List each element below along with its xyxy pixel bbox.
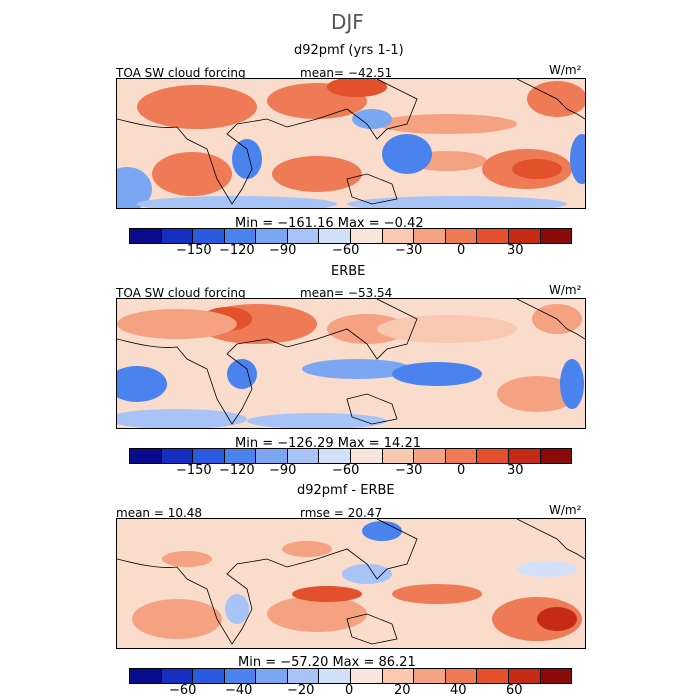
panel-1-map <box>116 78 586 209</box>
colorbar-bin <box>287 669 320 683</box>
colorbar-bin <box>256 229 288 243</box>
colorbar-bin <box>351 449 383 463</box>
panel-2-field-label: TOA SW cloud forcing <box>116 286 246 300</box>
panel-1-range: Min = −161.16 Max = −0.42 <box>235 216 424 231</box>
colorbar-bin <box>161 229 194 243</box>
panel-2-units: W/m² <box>549 283 582 297</box>
panel-3-tick: −40 <box>225 683 253 698</box>
panel-1-tick: −120 <box>219 243 255 258</box>
colorbar-bin <box>161 449 194 463</box>
panel-1-tick: −60 <box>332 243 360 258</box>
colorbar-bin <box>351 669 383 683</box>
colorbar-bin <box>477 229 509 243</box>
colorbar-bin <box>477 449 509 463</box>
colorbar-bin <box>414 229 446 243</box>
panel-2-mean: mean= −53.54 <box>300 286 393 300</box>
colorbar-bin <box>540 449 572 463</box>
colorbar-bin <box>319 229 352 243</box>
colorbar-bin <box>414 449 446 463</box>
panel-3-rmse: rmse = 20.47 <box>300 506 383 520</box>
panel-3-range: Min = −57.20 Max = 86.21 <box>238 655 416 670</box>
colorbar-bin <box>382 229 415 243</box>
panel-3-title: d92pmf - ERBE <box>297 483 395 498</box>
colorbar-bin <box>130 669 162 683</box>
panel-1-colorbar <box>129 228 572 244</box>
figure-title: DJF <box>331 10 364 34</box>
colorbar-bin <box>540 669 572 683</box>
colorbar-bin <box>445 229 478 243</box>
colorbar-bin <box>351 229 383 243</box>
panel-1-title: d92pmf (yrs 1-1) <box>294 43 404 58</box>
colorbar-bin <box>319 669 352 683</box>
colorbar-bin <box>193 449 225 463</box>
panel-3-tick: 40 <box>450 683 467 698</box>
panel-2-title: ERBE <box>331 264 366 279</box>
colorbar-bin <box>445 449 478 463</box>
colorbar-bin <box>287 449 320 463</box>
colorbar-bin <box>319 449 352 463</box>
colorbar-bin <box>414 669 446 683</box>
p1-region-eurasia <box>137 85 257 129</box>
panel-3-mean: mean = 10.48 <box>116 506 203 520</box>
colorbar-bin <box>508 669 541 683</box>
colorbar-bin <box>161 669 194 683</box>
panel-3-tick: −20 <box>287 683 315 698</box>
panel-2-tick: −90 <box>269 463 297 478</box>
panel-2-tick: −30 <box>395 463 423 478</box>
colorbar-bin <box>224 669 257 683</box>
panel-3-tick: 20 <box>394 683 411 698</box>
panel-3-units: W/m² <box>549 503 582 517</box>
colorbar-bin <box>256 669 288 683</box>
panel-3-tick: 60 <box>506 683 523 698</box>
panel-3-colorbar <box>129 668 572 684</box>
panel-2-colorbar <box>129 448 572 464</box>
colorbar-bin <box>540 229 572 243</box>
panel-1-tick: 30 <box>507 243 524 258</box>
panel-3-tick: 0 <box>345 683 354 698</box>
panel-2-tick: −150 <box>176 463 212 478</box>
colorbar-bin <box>193 669 225 683</box>
colorbar-bin <box>193 229 225 243</box>
colorbar-bin <box>382 449 415 463</box>
panel-2-tick: −60 <box>332 463 360 478</box>
colorbar-bin <box>508 229 541 243</box>
colorbar-bin <box>130 449 162 463</box>
colorbar-bin <box>224 449 257 463</box>
panel-2-map <box>116 298 586 429</box>
colorbar-bin <box>508 449 541 463</box>
panel-3-tick: −60 <box>169 683 197 698</box>
panel-1-tick: 0 <box>457 243 466 258</box>
panel-1-units: W/m² <box>549 63 582 77</box>
panel-2-tick: 30 <box>507 463 524 478</box>
colorbar-bin <box>477 669 509 683</box>
colorbar-bin <box>256 449 288 463</box>
colorbar-bin <box>382 669 415 683</box>
panel-1-tick: −30 <box>395 243 423 258</box>
panel-2-range: Min = −126.29 Max = 14.21 <box>235 436 421 451</box>
colorbar-bin <box>224 229 257 243</box>
panel-1-mean: mean= −42.51 <box>300 66 393 80</box>
panel-2-tick: −120 <box>219 463 255 478</box>
colorbar-bin <box>130 229 162 243</box>
panel-2-tick: 0 <box>457 463 466 478</box>
panel-3-map <box>116 518 586 649</box>
panel-1-tick: −90 <box>269 243 297 258</box>
colorbar-bin <box>445 669 478 683</box>
colorbar-bin <box>287 229 320 243</box>
panel-1-field-label: TOA SW cloud forcing <box>116 66 246 80</box>
panel-1-tick: −150 <box>176 243 212 258</box>
